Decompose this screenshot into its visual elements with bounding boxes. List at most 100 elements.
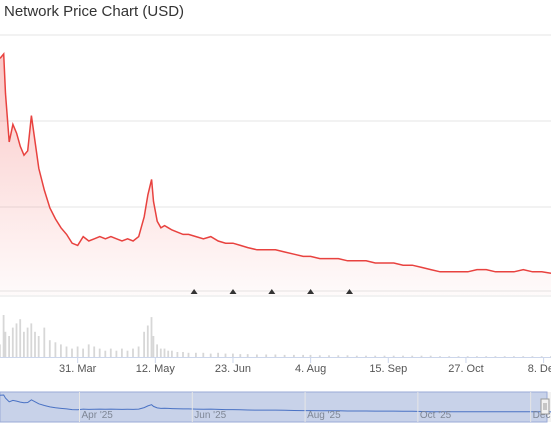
volume-bar <box>522 356 525 357</box>
navigator-tick-label: Dec '25 <box>533 410 551 421</box>
volume-bar <box>8 336 10 357</box>
volume-bar <box>93 346 96 357</box>
x-tick-label: 12. May <box>136 363 176 375</box>
x-tick-label: 31. Mar <box>59 363 97 375</box>
volume-bar <box>239 354 242 357</box>
volume-bar <box>30 323 33 357</box>
x-tick-label: 4. Aug <box>295 363 326 375</box>
volume-bar <box>156 344 158 357</box>
volume-bar <box>374 355 377 357</box>
volume-bar <box>167 350 170 357</box>
event-marker[interactable] <box>307 289 315 294</box>
volume-bar <box>457 356 460 357</box>
volume-bar <box>48 340 51 357</box>
volume-bar <box>302 354 304 357</box>
navigator-series-line <box>0 394 551 413</box>
navigator-tick-label: Apr '25 <box>82 410 114 421</box>
volume-bar <box>232 353 234 357</box>
volume-bar <box>19 319 22 357</box>
volume-bar <box>71 348 73 357</box>
x-tick-label: 15. Sep <box>369 363 407 375</box>
event-marker[interactable] <box>268 289 276 294</box>
volume-bar <box>11 327 14 357</box>
volume-bar <box>182 352 184 357</box>
volume-bar <box>402 355 404 357</box>
volume-bar <box>0 344 1 357</box>
volume-bar <box>256 354 258 357</box>
volume-bar <box>485 356 488 357</box>
price-line <box>0 52 551 275</box>
volume-bar <box>202 352 205 357</box>
volume-bar <box>217 352 219 357</box>
volume-bar <box>383 355 386 357</box>
volume-bar <box>274 354 277 357</box>
volume-bar <box>115 350 118 357</box>
volume-bar <box>163 348 166 357</box>
volume-bars <box>0 315 551 357</box>
volume-bar <box>224 353 227 357</box>
navigator-ticks: Apr '25 Jun '25 Aug '25 Oct '25 Dec '25 <box>79 392 551 422</box>
volume-bar <box>143 331 145 357</box>
volume-bar <box>76 346 79 357</box>
volume-bar <box>15 323 18 357</box>
volume-bar <box>126 350 129 357</box>
price-area <box>0 54 551 295</box>
volume-bar <box>318 355 321 357</box>
volume-bar <box>466 356 469 357</box>
volume-bar <box>476 356 478 357</box>
volume-bar <box>187 352 190 357</box>
volume-bar <box>82 348 84 357</box>
navigator-selected-range[interactable] <box>0 391 548 423</box>
volume-bar <box>309 354 312 357</box>
event-marker[interactable] <box>229 289 237 294</box>
volume-bar <box>121 348 123 357</box>
volume-bar <box>265 354 268 357</box>
x-tick-label: 23. Jun <box>215 363 251 375</box>
volume-bar <box>346 355 349 357</box>
volume-bar <box>513 356 515 357</box>
event-marker[interactable] <box>346 289 353 294</box>
volume-bar <box>293 354 295 357</box>
volume-bar <box>540 356 543 357</box>
volume-bar <box>43 327 46 357</box>
x-tick-label: 27. Oct <box>448 363 483 375</box>
navigator-tick-label: Aug '25 <box>307 410 341 421</box>
navigator[interactable]: Apr '25 Jun '25 Aug '25 Oct '25 Dec '25 <box>0 391 551 423</box>
volume-bar <box>26 327 29 357</box>
volume-bar <box>355 355 358 357</box>
navigator-handle-right[interactable] <box>540 398 550 415</box>
volume-bar <box>420 355 423 357</box>
volume-bar <box>328 355 330 357</box>
event-markers <box>190 289 353 294</box>
volume-bar <box>365 355 367 357</box>
volume-bar <box>531 356 534 357</box>
volume-bar <box>146 325 149 357</box>
volume-bar <box>503 356 506 357</box>
x-tick-label: 8. Dec <box>528 363 551 375</box>
volume-bar <box>439 356 441 357</box>
volume-bar <box>23 331 25 357</box>
volume-bar <box>132 348 134 357</box>
event-marker[interactable] <box>190 289 198 294</box>
volume-bar <box>98 348 101 357</box>
navigator-tick-label: Jun '25 <box>194 410 226 421</box>
navigator-tick-label: Oct '25 <box>420 410 452 421</box>
volume-bar <box>337 355 340 357</box>
volume-bar <box>448 356 451 357</box>
volume-bar <box>152 336 155 357</box>
volume-bar <box>150 317 153 357</box>
volume-bar <box>176 352 179 357</box>
volume-bar <box>87 344 90 357</box>
volume-bar <box>246 354 249 357</box>
x-axis-ticks: 31. Mar 12. May 23. Jun 4. Aug 15. Sep 27. Oc… <box>59 358 551 375</box>
volume-bar <box>494 356 497 357</box>
volume-bar <box>60 344 62 357</box>
volume-bar <box>411 355 414 357</box>
volume-bar <box>159 348 162 357</box>
volume-bar <box>137 346 140 357</box>
volume-bar <box>54 342 57 357</box>
volume-bar <box>429 355 432 357</box>
volume-bar <box>104 350 107 357</box>
volume-bar <box>109 348 112 357</box>
